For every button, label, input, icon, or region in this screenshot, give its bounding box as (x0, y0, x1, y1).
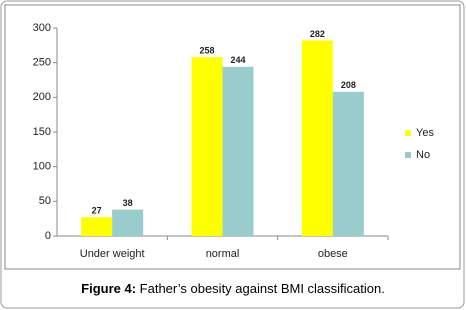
value-label: 38 (123, 198, 133, 208)
x-tick-label: normal (206, 248, 240, 260)
bar (191, 57, 223, 237)
y-tick-label: 250 (33, 57, 51, 69)
x-tick-label: Under weight (80, 248, 145, 260)
y-tick-label: 300 (33, 22, 51, 34)
y-tick-label: 200 (33, 91, 51, 103)
legend-swatch (405, 152, 411, 158)
bar (81, 217, 113, 236)
x-tick-label: obese (318, 248, 348, 260)
legend-label: Yes (416, 127, 434, 139)
caption-label: Figure 4: (81, 281, 136, 296)
value-label: 27 (92, 206, 102, 216)
value-label: 244 (230, 55, 245, 65)
legend-label: No (416, 149, 430, 161)
y-tick-label: 150 (33, 126, 51, 138)
y-tick-label: 100 (33, 161, 51, 173)
caption: Figure 4: Father’s obesity against BMI c… (81, 281, 385, 296)
y-tick-label: 0 (45, 230, 51, 242)
legend-swatch (405, 130, 411, 136)
bar (112, 209, 144, 236)
bar (332, 91, 364, 236)
bar (301, 40, 333, 237)
y-tick-label: 50 (39, 195, 51, 207)
caption-text: Father’s obesity against BMI classificat… (140, 281, 385, 296)
value-label: 208 (341, 80, 356, 90)
value-label: 258 (199, 45, 214, 55)
bar (222, 66, 254, 237)
value-label: 282 (310, 29, 325, 39)
